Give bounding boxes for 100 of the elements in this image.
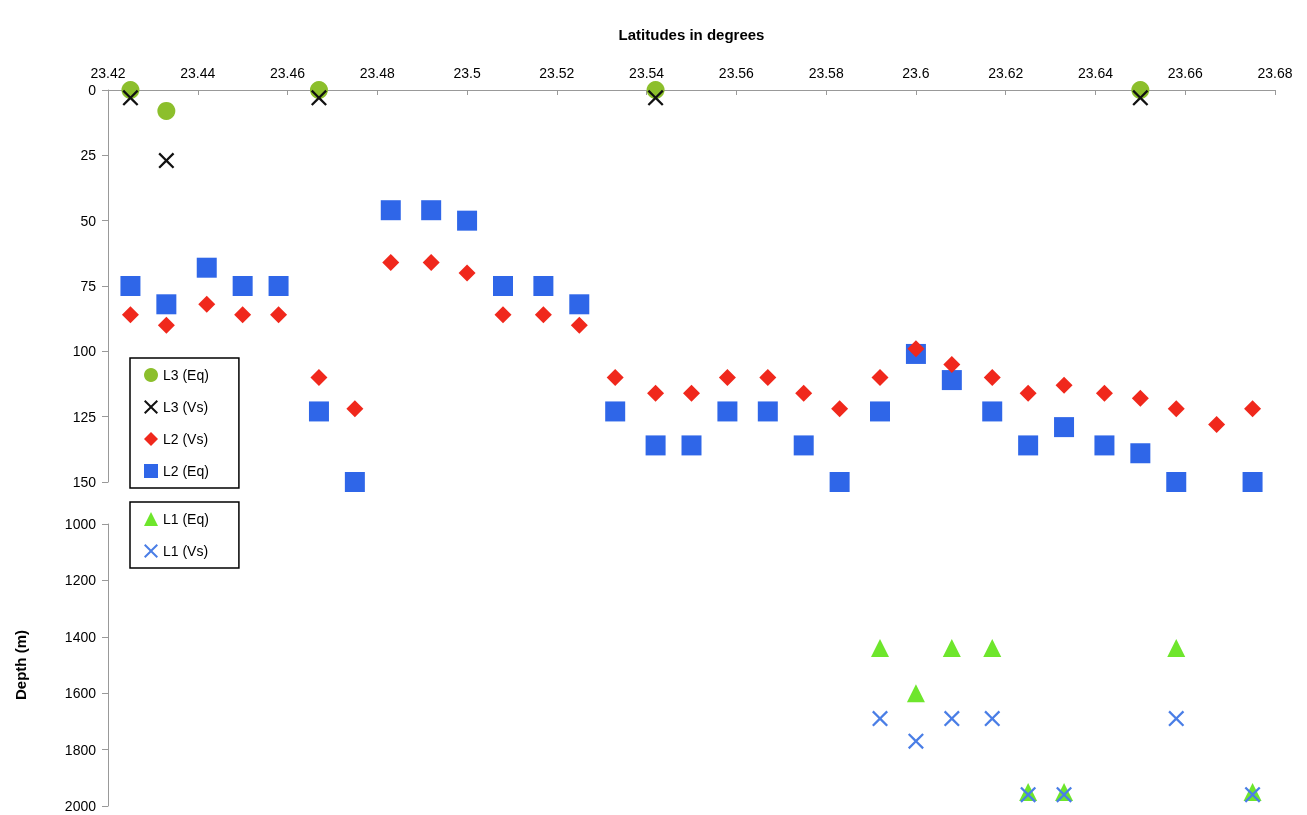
point (645, 435, 666, 456)
x-tick-label: 23.5 (453, 65, 481, 81)
point (122, 89, 139, 106)
point (422, 253, 440, 271)
y-axis-title: Depth (m) (12, 630, 29, 700)
point (1019, 384, 1037, 402)
point (121, 306, 139, 324)
point (1054, 417, 1075, 438)
point (942, 639, 961, 658)
x-tick-label: 23.48 (359, 65, 396, 81)
point (1056, 786, 1073, 803)
point (606, 368, 624, 386)
point (872, 710, 889, 727)
point (1242, 472, 1263, 492)
x-tick-label: 23.58 (808, 65, 844, 81)
y-tick-label: 1000 (64, 516, 97, 532)
point (570, 316, 588, 334)
x-tick-label: 23.52 (539, 65, 575, 81)
point (1055, 376, 1073, 394)
point (1131, 389, 1149, 407)
point (310, 89, 327, 106)
x-tick-label: 23.66 (1167, 65, 1203, 81)
point (907, 340, 925, 358)
x-axis-title: Latitudes in degrees (618, 26, 765, 43)
point (1167, 400, 1185, 418)
point (198, 295, 216, 313)
point (382, 253, 400, 271)
x-tick-label: 23.62 (988, 65, 1024, 81)
point (871, 368, 889, 386)
y-tick-label: 50 (80, 212, 97, 229)
point (831, 400, 849, 418)
x-tick-label: 23.46 (270, 65, 306, 81)
point (494, 306, 512, 324)
point (158, 152, 175, 169)
point (1167, 639, 1186, 658)
x-tick-label: 23.6 (902, 65, 930, 81)
point (1244, 400, 1262, 418)
point (380, 200, 401, 221)
point (683, 384, 700, 402)
y-tick-label: 2000 (64, 798, 97, 814)
x-tick-label: 23.42 (90, 65, 126, 81)
point (344, 472, 365, 492)
point (232, 276, 253, 296)
point (156, 294, 177, 315)
y-tick-label: 75 (80, 278, 97, 294)
point (310, 368, 328, 386)
x-tick-label: 23.44 (180, 65, 216, 81)
y-tick-label: 150 (72, 474, 97, 490)
y-tick-label: 1200 (64, 572, 97, 589)
point (907, 733, 924, 750)
point (647, 89, 664, 106)
point (533, 276, 554, 296)
point (943, 355, 961, 373)
point (157, 101, 176, 120)
y-tick-label: 25 (80, 147, 97, 164)
point (308, 401, 329, 422)
point (647, 384, 665, 402)
x-tick-label: 23.68 (1257, 65, 1293, 81)
point (1094, 435, 1115, 456)
point (157, 316, 175, 334)
point (984, 710, 1001, 727)
point (983, 639, 1002, 658)
point (270, 306, 288, 324)
x-tick-label: 23.64 (1077, 65, 1114, 81)
x-tick-label: 23.54 (629, 65, 665, 81)
y-tick-label: 100 (72, 343, 97, 360)
point (1132, 89, 1149, 106)
point (795, 384, 813, 402)
point (1244, 786, 1261, 803)
point (870, 401, 891, 422)
y-tick-label: 125 (72, 408, 97, 425)
point (457, 210, 478, 231)
point (759, 368, 777, 386)
point (983, 368, 1001, 386)
point (534, 306, 552, 324)
y-tick-label: 1400 (64, 628, 97, 645)
point (906, 684, 925, 703)
point (421, 200, 442, 221)
y-tick-label: 1800 (64, 741, 97, 758)
point (757, 401, 778, 422)
y-tick-label: 0 (88, 82, 97, 98)
point (569, 294, 590, 315)
legend-label: L1 (Vs) (163, 543, 209, 559)
point (1208, 416, 1226, 434)
point (268, 276, 289, 296)
point (346, 400, 364, 418)
point (120, 276, 141, 296)
point (1166, 472, 1187, 492)
point (982, 401, 1003, 422)
x-tick-label: 23.56 (718, 65, 755, 81)
point (234, 306, 252, 324)
point (717, 401, 738, 422)
point (1020, 786, 1037, 803)
point (1168, 710, 1185, 727)
point (871, 639, 890, 658)
legend-label: L2 (Vs) (163, 431, 209, 447)
point (793, 435, 814, 456)
point (941, 370, 962, 391)
point (196, 257, 217, 278)
legend-label: L1 (Eq) (163, 511, 209, 527)
